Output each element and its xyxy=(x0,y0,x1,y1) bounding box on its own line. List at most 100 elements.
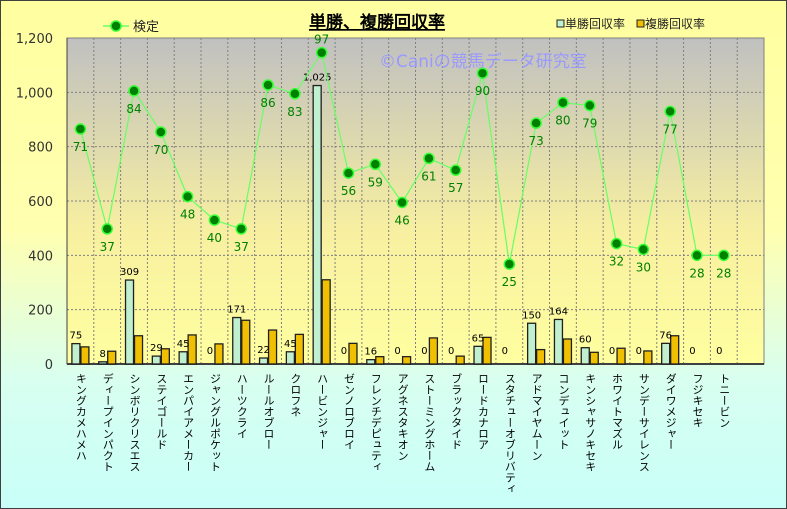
line-point xyxy=(503,258,516,270)
y-tick-label: 800 xyxy=(28,141,53,156)
bar-data-label: 1,025 xyxy=(303,73,332,84)
bar-tansho xyxy=(178,351,188,365)
line-data-label: 73 xyxy=(528,134,543,148)
bar-fukusho xyxy=(616,347,626,365)
y-tick-label: 1,000 xyxy=(16,86,53,101)
x-tick-label: ロードカナロア xyxy=(476,373,490,450)
bar-data-label: 75 xyxy=(70,331,83,342)
line-point xyxy=(262,79,274,91)
x-tick-label: ジャングルポケット xyxy=(208,373,222,472)
bar-data-label: 0 xyxy=(421,346,427,357)
bar-fukusho xyxy=(160,348,170,365)
line-data-label: 61 xyxy=(421,169,436,183)
y-tick-label: 0 xyxy=(45,358,53,373)
line-data-label: 83 xyxy=(287,105,302,119)
line-point xyxy=(530,117,542,129)
line-point xyxy=(208,214,221,226)
chart-title: 単勝、複勝回収率 xyxy=(309,12,445,33)
line-point xyxy=(584,99,596,112)
line-point xyxy=(557,96,569,109)
bar-fukusho xyxy=(643,350,653,365)
bar-data-label: 164 xyxy=(549,306,568,317)
bar-data-label: 76 xyxy=(659,330,672,341)
line-point xyxy=(369,158,382,171)
line-data-label: 56 xyxy=(341,184,356,198)
bar-tansho xyxy=(285,351,296,365)
bar-data-label: 8 xyxy=(100,349,106,360)
bar-data-label: 0 xyxy=(689,346,695,357)
bar-fukusho xyxy=(428,337,439,365)
x-tick-label: エンパイアメーカー xyxy=(181,373,195,472)
line-point xyxy=(289,88,301,100)
line-data-label: 97 xyxy=(314,33,329,47)
bar-fukusho xyxy=(562,338,573,365)
x-tick-label: スタチューオブリバティ xyxy=(503,373,517,494)
line-point xyxy=(155,126,167,138)
line-point xyxy=(342,167,355,179)
x-tick-label: ルールオブロー xyxy=(262,373,276,450)
x-tick-label: クロフネ xyxy=(288,373,302,417)
legend-tansho: 単勝回収率 xyxy=(565,16,625,31)
bar-fukusho xyxy=(241,319,251,365)
x-tick-label: ホワイトマズル xyxy=(610,373,624,450)
bar-data-label: 309 xyxy=(120,267,139,278)
y-tick-label: 400 xyxy=(28,249,53,264)
line-point xyxy=(664,105,676,118)
bar-data-label: 16 xyxy=(364,347,377,358)
bar-tansho xyxy=(124,279,135,365)
line-point xyxy=(396,196,408,209)
x-tick-label: ハービンジャー xyxy=(315,373,329,450)
bar-tansho xyxy=(661,342,671,365)
bar-data-label: 0 xyxy=(394,346,400,357)
line-data-label: 84 xyxy=(126,102,141,116)
line-data-label: 30 xyxy=(636,260,651,274)
bar-tansho xyxy=(151,355,161,365)
bar-data-label: 0 xyxy=(207,346,213,357)
x-tick-label: ゼンノロブロイ xyxy=(342,373,356,450)
x-tick-label: トニービン xyxy=(717,373,731,428)
line-data-label: 48 xyxy=(180,208,195,222)
x-tick-label: フジキセキ xyxy=(690,373,704,428)
line-data-label: 25 xyxy=(502,275,517,289)
bar-tansho xyxy=(473,345,483,365)
line-point xyxy=(101,223,113,235)
x-tick-label: アグネスタキオン xyxy=(396,373,410,461)
bar-data-label: 0 xyxy=(448,346,454,357)
x-tick-label: ハーツクライ xyxy=(235,373,249,439)
x-tick-label: シンボリクリスエス xyxy=(128,373,142,472)
bar-tansho xyxy=(526,322,537,365)
bar-data-label: 0 xyxy=(341,346,347,357)
bar-fukusho xyxy=(214,343,224,365)
line-data-label: 71 xyxy=(73,140,88,154)
legend-tansho-icon xyxy=(556,19,565,28)
bar-fukusho xyxy=(535,348,546,365)
x-tick-label: ディープインパクト xyxy=(101,373,115,472)
line-data-label: 77 xyxy=(663,122,678,136)
line-data-label: 59 xyxy=(368,175,383,189)
line-point xyxy=(691,249,703,262)
line-data-label: 28 xyxy=(716,266,731,280)
x-tick-label: ダイワメジャー xyxy=(664,373,678,450)
bar-tansho xyxy=(553,318,564,365)
line-point xyxy=(128,85,140,97)
bar-fukusho xyxy=(267,329,278,365)
bar-fukusho xyxy=(482,336,492,365)
line-point xyxy=(74,123,87,135)
line-data-label: 79 xyxy=(582,117,597,131)
bar-fukusho xyxy=(670,335,680,365)
bar-data-label: 0 xyxy=(609,346,615,357)
x-tick-label: コンデュイット xyxy=(556,373,570,450)
x-tick-label: キングカメハメハ xyxy=(74,373,88,461)
bar-data-label: 45 xyxy=(177,339,190,350)
bar-fukusho xyxy=(133,335,144,365)
bar-fukusho xyxy=(294,333,305,365)
bar-data-label: 171 xyxy=(227,305,246,316)
bar-data-label: 45 xyxy=(284,339,297,350)
line-data-label: 28 xyxy=(689,266,704,280)
line-data-label: 57 xyxy=(448,181,463,195)
line-point xyxy=(423,152,435,165)
x-tick-label: ブラックタイド xyxy=(449,373,463,450)
x-tick-label: フレンチデピュティ xyxy=(369,373,383,472)
line-point xyxy=(637,243,650,256)
bar-tansho xyxy=(258,357,269,365)
